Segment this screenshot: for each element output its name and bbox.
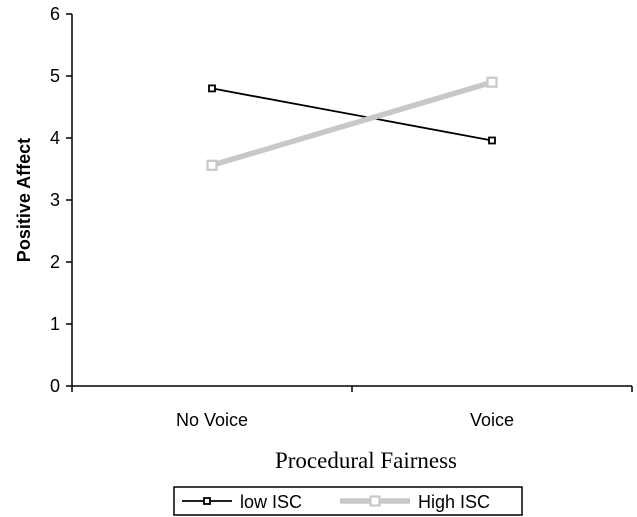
legend: low ISC High ISC: [173, 486, 523, 516]
series-high-isc: [206, 76, 498, 171]
series-line: [211, 79, 493, 168]
series-layer: [206, 76, 498, 171]
x-tick-labels: No Voice Voice: [176, 410, 514, 430]
y-tick-label: 0: [50, 376, 60, 396]
legend-swatch-marker: [203, 497, 211, 505]
y-axis-title: Positive Affect: [14, 138, 34, 262]
y-tick-label: 1: [50, 314, 60, 334]
legend-entry: low ISC: [182, 492, 302, 512]
data-point: [486, 76, 498, 88]
series-low-isc: [208, 84, 496, 145]
y-tick-labels: 0 1 2 3 4 5 6: [50, 4, 60, 396]
x-tick-label: No Voice: [176, 410, 248, 430]
legend-label: low ISC: [240, 492, 302, 512]
series-line: [211, 87, 493, 142]
y-tick-label: 2: [50, 252, 60, 272]
legend-entry: High ISC: [340, 492, 490, 512]
x-axis-title: Procedural Fairness: [275, 448, 457, 473]
legend-items: low ISC High ISC: [182, 492, 490, 512]
y-tick-label: 5: [50, 66, 60, 86]
y-tick-label: 6: [50, 4, 60, 24]
legend-swatch-marker: [369, 495, 381, 507]
x-tick-label: Voice: [470, 410, 514, 430]
legend-label: High ISC: [418, 492, 490, 512]
data-point: [488, 136, 496, 145]
data-point: [206, 159, 218, 171]
axes: [66, 13, 633, 392]
y-tick-label: 4: [50, 128, 60, 148]
data-point: [208, 84, 216, 93]
y-tick-label: 3: [50, 190, 60, 210]
